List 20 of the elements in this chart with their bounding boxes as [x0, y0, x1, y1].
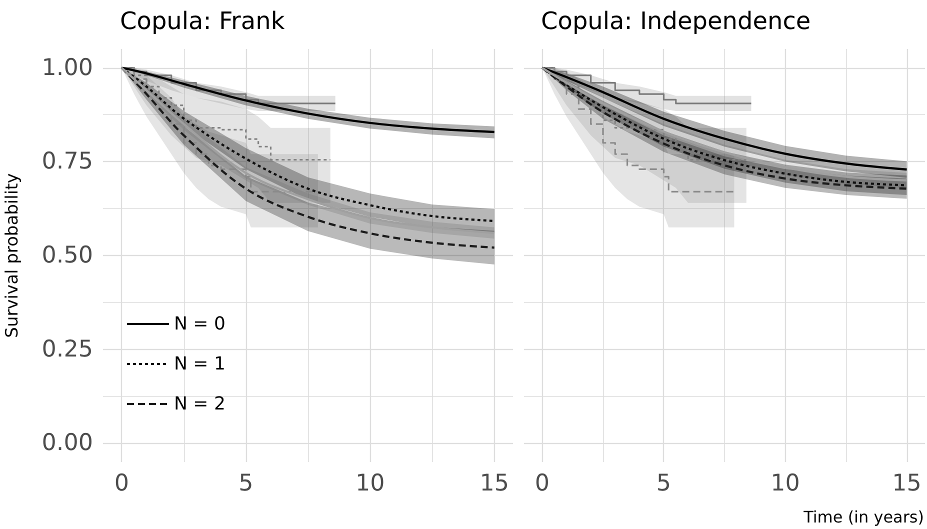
legend-label: N = 2	[174, 394, 226, 414]
x-axis-title: Time (in years)	[802, 508, 924, 526]
x-tick-label: 15	[480, 470, 510, 496]
legend-label: N = 1	[174, 354, 226, 374]
y-tick-label: 1.00	[42, 54, 93, 81]
chart-title: Copula: Independence	[541, 7, 811, 35]
y-tick-label: 0.75	[42, 148, 93, 175]
x-tick-label: 0	[114, 470, 129, 496]
x-tick-label: 15	[892, 470, 922, 496]
x-tick-label: 5	[238, 470, 254, 496]
y-tick-label: 0.25	[42, 336, 93, 362]
x-tick-label: 5	[656, 470, 672, 496]
y-tick-label: 0.50	[42, 242, 93, 268]
x-tick-label: 10	[770, 470, 800, 496]
y-axis-title: Survival probability	[2, 173, 22, 338]
x-tick-label: 0	[534, 470, 550, 496]
chart-title: Copula: Frank	[120, 7, 285, 35]
legend-label: N = 0	[174, 314, 226, 334]
x-tick-label: 10	[355, 470, 385, 496]
y-tick-label: 0.00	[42, 430, 93, 456]
